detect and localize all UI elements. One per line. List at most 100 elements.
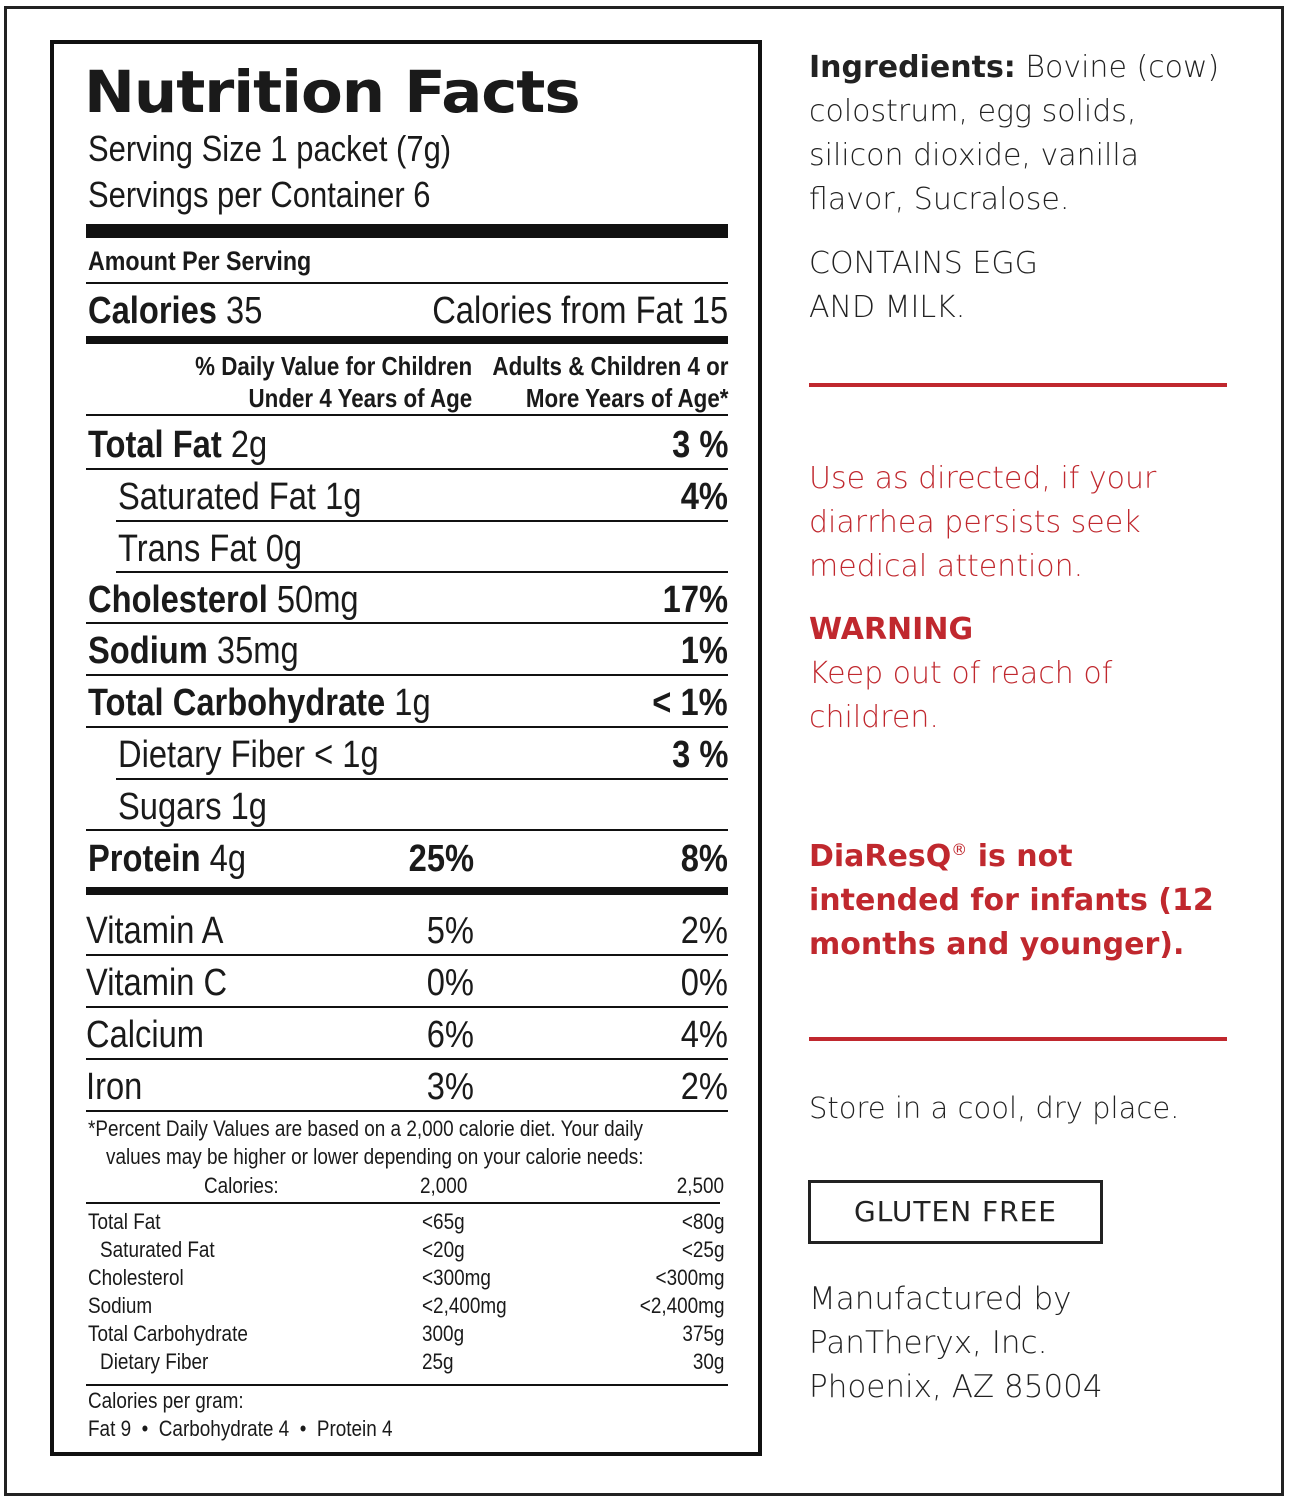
calcium-adults: 4%	[680, 1014, 728, 1056]
divider	[86, 622, 728, 624]
footnote-line-2: values may be higher or lower depending …	[106, 1144, 644, 1169]
vitamin-a-children: 5%	[426, 910, 474, 952]
divider	[86, 954, 728, 956]
dv-header-col1: 2,000	[420, 1173, 468, 1198]
storage-note: Store in a cool, dry place.	[809, 1091, 1180, 1125]
warning-block: WARNING Keep out of reach of children.	[809, 608, 1249, 740]
dv-row-col1: <20g	[422, 1237, 465, 1262]
ingredients-text-4: flavor, Sucralose.	[809, 182, 1070, 217]
dv-header-col2: 2,500	[676, 1173, 724, 1198]
medium-divider	[86, 336, 728, 344]
infant-line-1: is not	[967, 839, 1073, 874]
vitamin-row-iron: Iron	[86, 1066, 143, 1108]
nutrient-row-total-fat: Total Fat 2g	[88, 424, 268, 466]
vitamin-c-adults: 0%	[680, 962, 728, 1004]
vitamin-row-calcium: Calcium	[86, 1014, 205, 1056]
ingredients-text-2: colostrum, egg solids,	[809, 94, 1137, 129]
divider	[86, 468, 728, 470]
nutrition-facts-panel: Nutrition Facts Serving Size 1 packet (7…	[50, 40, 762, 1456]
dv-table-names: Total Fat Saturated Fat Cholesterol Sodi…	[88, 1208, 248, 1376]
manufacturer-line-3: Phoenix, AZ 85004	[809, 1369, 1103, 1405]
dv-total-fat: 3 %	[671, 424, 728, 466]
dv-row-name: Saturated Fat	[100, 1237, 215, 1262]
dv-row-col2: <300mg	[655, 1265, 724, 1290]
allergen-statement: CONTAINS EGG AND MILK.	[809, 242, 1249, 330]
dv-row-col2: <80g	[681, 1209, 724, 1234]
ingredients-label: Ingredients:	[809, 50, 1016, 85]
nutrient-row-saturated-fat: Saturated Fat 1g	[118, 476, 362, 518]
nutrient-row-cholesterol: Cholesterol 50mg	[88, 579, 359, 621]
manufacturer-block: Manufactured by PanTheryx, Inc. Phoenix,…	[809, 1277, 1249, 1409]
nutrient-row-trans-fat: Trans Fat 0g	[118, 528, 303, 570]
divider	[116, 520, 728, 522]
calories-from-fat: Calories from Fat 15	[431, 290, 728, 332]
dv-row-name: Total Fat	[88, 1209, 161, 1234]
iron-adults: 2%	[680, 1066, 728, 1108]
dv-row-name: Sodium	[88, 1293, 153, 1318]
gluten-free-badge: GLUTEN FREE	[808, 1180, 1103, 1244]
divider	[86, 414, 728, 416]
divider	[86, 726, 728, 728]
brand-name: DiaResQ	[809, 839, 952, 874]
dv-row-col1: <65g	[422, 1209, 465, 1234]
infant-notice: DiaResQ® is not intended for infants (12…	[809, 828, 1249, 967]
registered-mark: ®	[951, 840, 968, 859]
warning-line-2: children.	[809, 700, 939, 735]
warning-line-1: Keep out of reach of	[809, 656, 1113, 691]
allergen-line-1: CONTAINS EGG	[809, 246, 1038, 281]
red-divider	[809, 383, 1227, 387]
dv-table-col2: <80g <25g <300mg <2,400mg 375g 30g	[639, 1208, 724, 1376]
vitamin-row-c: Vitamin C	[86, 962, 228, 1004]
manufacturer-line-2: PanTheryx, Inc.	[809, 1325, 1048, 1361]
divider	[86, 1058, 728, 1060]
divider	[86, 674, 728, 676]
dv-protein-adults: 8%	[680, 838, 728, 880]
divider	[86, 1384, 728, 1386]
calories-label: Calories	[88, 290, 217, 332]
dv-dietary-fiber: 3 %	[671, 734, 728, 776]
dv-row-col1: 300g	[422, 1321, 465, 1346]
infant-line-3: months and younger).	[809, 927, 1185, 962]
calcium-children: 6%	[426, 1014, 474, 1056]
thick-divider	[86, 224, 728, 238]
warning-title: WARNING	[809, 612, 974, 647]
dv-row-name: Total Carbohydrate	[88, 1321, 248, 1346]
dv-row-name: Cholesterol	[88, 1265, 184, 1290]
nutrient-row-sugars: Sugars 1g	[118, 786, 267, 828]
amount-per-serving: Amount Per Serving	[88, 246, 312, 276]
allergen-line-2: AND MILK.	[809, 290, 966, 325]
dv-saturated-fat: 4%	[680, 476, 728, 518]
usage-line-2: diarrhea persists seek	[809, 505, 1141, 540]
serving-size: Serving Size 1 packet (7g)	[88, 128, 452, 169]
dv-row-name: Dietary Fiber	[100, 1349, 209, 1374]
vitamin-a-adults: 2%	[680, 910, 728, 952]
usage-line-1: Use as directed, if your	[809, 461, 1157, 496]
dv-row-col1: <300mg	[422, 1265, 491, 1290]
medium-divider	[86, 887, 728, 895]
divider	[116, 571, 728, 573]
dv-row-col2: <2,400mg	[639, 1293, 724, 1318]
usage-line-3: medical attention.	[809, 549, 1084, 584]
dv-row-col1: <2,400mg	[422, 1293, 507, 1318]
dv-row-col2: 30g	[692, 1349, 724, 1374]
nutrition-facts-title: Nutrition Facts	[84, 58, 581, 126]
divider	[86, 282, 728, 284]
divider	[86, 1006, 728, 1008]
nutrient-row-protein: Protein 4g	[88, 838, 247, 880]
nutrient-row-sodium: Sodium 35mg	[88, 630, 299, 672]
divider	[86, 1110, 728, 1112]
dv-row-col2: <25g	[681, 1237, 724, 1262]
usage-note: Use as directed, if your diarrhea persis…	[809, 457, 1249, 589]
divider	[86, 829, 728, 831]
vitamin-row-a: Vitamin A	[86, 910, 224, 952]
ingredients-text-1: Bovine (cow)	[1025, 50, 1220, 85]
calories-value: 35	[226, 290, 263, 332]
infant-line-2: intended for infants (12	[809, 883, 1214, 918]
column-header-children: % Daily Value for Children Under 4 Years…	[194, 351, 472, 413]
dv-table-col1: <65g <20g <300mg <2,400mg 300g 25g	[422, 1208, 507, 1376]
nutrient-row-total-carbohydrate: Total Carbohydrate 1g	[88, 682, 431, 724]
dv-protein-children: 25%	[408, 838, 474, 880]
ingredients-block: Ingredients: Bovine (cow) colostrum, egg…	[809, 46, 1249, 222]
servings-per-container: Servings per Container 6	[88, 174, 431, 215]
calories-per-gram-label: Calories per gram:	[88, 1388, 244, 1413]
